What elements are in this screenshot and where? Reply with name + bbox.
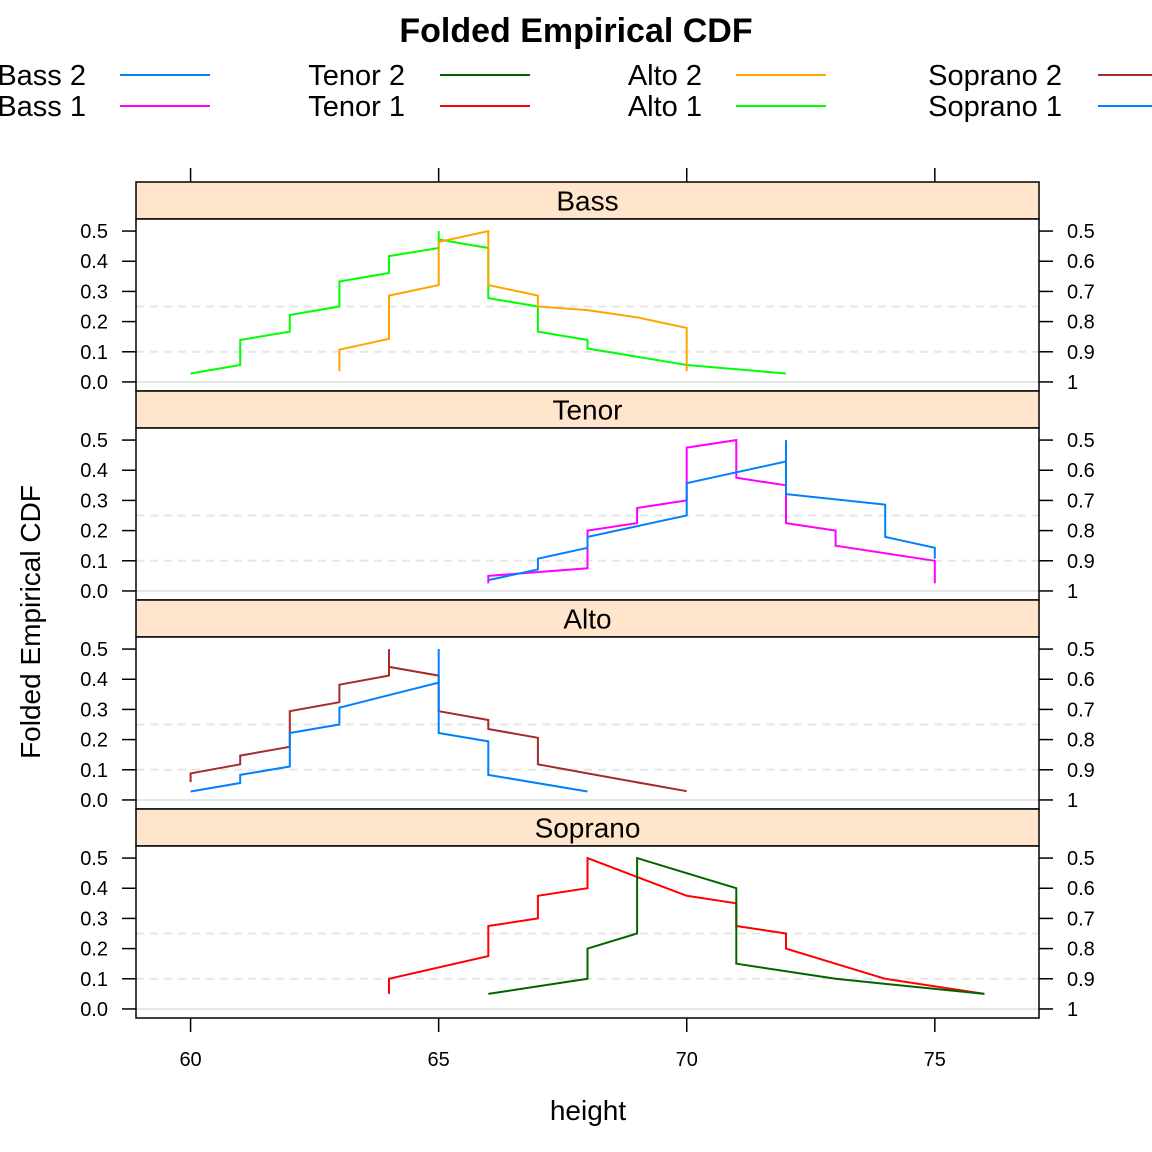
series-line xyxy=(388,856,985,995)
panel-strip xyxy=(135,808,1040,847)
panel-plot-area xyxy=(136,637,1039,809)
legend-label: Tenor 1 xyxy=(308,91,405,123)
panel-plot-area xyxy=(136,219,1039,391)
panel-alto: Alto 0.0 1 0.1 0.9 0.2 0.8 0.3 0.7 0.4 0.6 0.5 0.5 xyxy=(80,599,1095,812)
y-tick-label-right: 1 xyxy=(1067,372,1078,394)
panel-strip-label: Bass xyxy=(556,186,618,217)
y-tick-label-left: 0.2 xyxy=(80,730,108,752)
y-axis-label: Folded Empirical CDF xyxy=(15,485,46,759)
y-tick-label-right: 0.8 xyxy=(1067,312,1095,334)
y-tick-label-right: 0.7 xyxy=(1067,908,1095,930)
y-tick-label-right: 0.6 xyxy=(1067,251,1095,273)
y-tick-label-left: 0.1 xyxy=(80,969,108,991)
y-tick-label-left: 0.2 xyxy=(80,521,108,543)
y-tick-label-right: 0.8 xyxy=(1067,521,1095,543)
series-line xyxy=(189,649,687,793)
series-line xyxy=(190,649,588,793)
panel-strip-label: Alto xyxy=(563,604,611,635)
y-tick-label-left: 0.5 xyxy=(80,848,108,870)
y-tick-label-left: 0.5 xyxy=(80,221,108,243)
y-tick-label-right: 0.6 xyxy=(1067,460,1095,482)
y-tick-label-left: 0.0 xyxy=(80,790,108,812)
panel-strip xyxy=(135,181,1040,220)
y-tick-label-left: 0.0 xyxy=(80,372,108,394)
legend-label: Alto 1 xyxy=(628,91,702,123)
series-line xyxy=(488,440,936,582)
panel-strip xyxy=(135,599,1040,638)
y-tick-label-right: 0.5 xyxy=(1067,430,1095,452)
y-tick-label-left: 0.3 xyxy=(80,699,108,721)
y-tick-label-right: 0.7 xyxy=(1067,490,1095,512)
panel-strip-label: Soprano xyxy=(535,813,641,844)
y-tick-label-left: 0.3 xyxy=(80,490,108,512)
series-line xyxy=(190,231,787,375)
y-tick-label-left: 0.3 xyxy=(80,281,108,303)
y-tick-label-left: 0.5 xyxy=(80,639,108,661)
panel-bass: Bass 0.0 1 0.1 0.9 0.2 0.8 0.3 0.7 0.4 0.6 0.5 0.5 xyxy=(80,181,1095,394)
legend-label: Alto 2 xyxy=(628,60,702,92)
y-tick-label-right: 0.9 xyxy=(1067,551,1095,573)
panel-strip xyxy=(135,390,1040,429)
y-tick-label-right: 0.6 xyxy=(1067,669,1095,691)
y-tick-label-right: 1 xyxy=(1067,999,1078,1021)
panel-strip-label: Tenor xyxy=(552,395,622,426)
y-tick-label-right: 0.8 xyxy=(1067,730,1095,752)
y-tick-label-right: 0.9 xyxy=(1067,969,1095,991)
y-tick-label-right: 0.7 xyxy=(1067,699,1095,721)
panel-plot-area xyxy=(136,428,1039,600)
x-tick-label: 60 xyxy=(179,1049,201,1071)
y-tick-label-right: 0.9 xyxy=(1067,342,1095,364)
x-tick-label: 65 xyxy=(428,1049,450,1071)
x-tick-label: 75 xyxy=(924,1049,946,1071)
x-axis-label: height xyxy=(550,1095,627,1126)
legend-label: Tenor 2 xyxy=(308,60,405,92)
y-tick-label-left: 0.0 xyxy=(80,999,108,1021)
y-tick-label-left: 0.1 xyxy=(80,760,108,782)
y-tick-label-left: 0.4 xyxy=(80,460,108,482)
panel-frame xyxy=(135,845,1040,1019)
legend-label: Bass 2 xyxy=(0,60,86,92)
y-tick-label-right: 0.9 xyxy=(1067,760,1095,782)
y-tick-label-left: 0.2 xyxy=(80,939,108,961)
y-tick-label-left: 0.1 xyxy=(80,342,108,364)
y-tick-label-right: 0.8 xyxy=(1067,939,1095,961)
series-line xyxy=(487,438,936,584)
y-tick-label-right: 0.5 xyxy=(1067,848,1095,870)
y-tick-label-right: 0.5 xyxy=(1067,221,1095,243)
y-tick-label-right: 1 xyxy=(1067,790,1078,812)
y-tick-label-right: 0.5 xyxy=(1067,639,1095,661)
y-tick-label-left: 0.4 xyxy=(80,878,108,900)
series-line xyxy=(338,229,688,372)
y-tick-label-right: 1 xyxy=(1067,581,1078,603)
y-tick-label-left: 0.4 xyxy=(80,669,108,691)
x-axis: 60 65 70 75 xyxy=(179,168,946,1071)
y-tick-label-right: 0.7 xyxy=(1067,281,1095,303)
series-line xyxy=(488,856,985,995)
y-tick-label-left: 0.3 xyxy=(80,908,108,930)
y-tick-label-left: 0.5 xyxy=(80,430,108,452)
y-tick-label-left: 0.0 xyxy=(80,581,108,603)
y-tick-label-left: 0.4 xyxy=(80,251,108,273)
legend-label: Bass 1 xyxy=(0,91,86,123)
y-tick-label-left: 0.2 xyxy=(80,312,108,334)
y-tick-label-left: 0.1 xyxy=(80,551,108,573)
legend-label: Soprano 2 xyxy=(928,60,1062,92)
panel-soprano: Soprano 0.0 1 0.1 0.9 0.2 0.8 0.3 0.7 0.4 0.6 0.5 0.… xyxy=(80,808,1095,1021)
x-tick-label: 70 xyxy=(676,1049,698,1071)
chart-title: Folded Empirical CDF xyxy=(399,12,752,50)
legend-label: Soprano 1 xyxy=(928,91,1062,123)
panel-tenor: Tenor 0.0 1 0.1 0.9 0.2 0.8 0.3 0.7 0.4 0.6 0.5 0.5 xyxy=(80,390,1095,603)
y-tick-label-right: 0.6 xyxy=(1067,878,1095,900)
